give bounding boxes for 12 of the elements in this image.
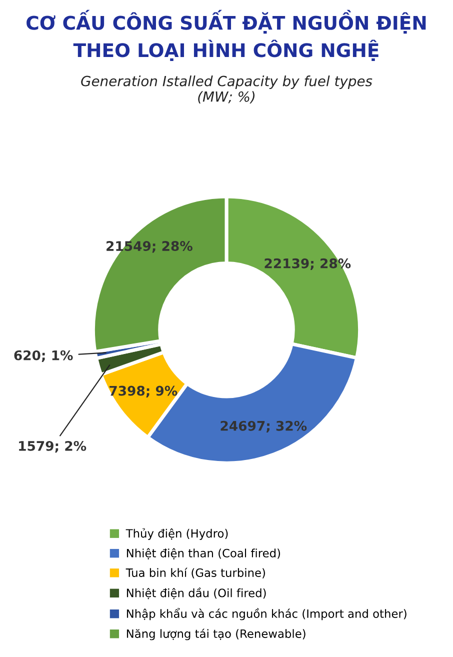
legend-label: Tua bin khí (Gas turbine): [126, 568, 265, 578]
legend-label: Thủy điện (Hydro): [126, 528, 228, 540]
legend-label: Năng lượng tái tạo (Renewable): [126, 628, 306, 640]
data-label: 24697; 32%: [220, 420, 307, 433]
chart-subtitle: Generation Istalled Capacity by fuel types (MW; %): [81, 76, 372, 104]
legend-label: Nhiệt điện dầu (Oil fired): [126, 587, 266, 600]
legend-label: Nhập khẩu và các nguồn khác (Import and other): [126, 608, 406, 620]
data-label: 1579; 2%: [19, 440, 86, 453]
data-label: 620; 1%: [14, 350, 73, 362]
data-label: 7398; 9%: [110, 386, 178, 398]
chart-title: CƠ CẤU CÔNG SUẤT ĐẶT NGUỒN ĐIỆN THEO LOẠI HÌNH CÔNG NGHỆ: [26, 10, 426, 62]
legend-label: Nhiệt điện than (Coal fired): [126, 548, 280, 560]
